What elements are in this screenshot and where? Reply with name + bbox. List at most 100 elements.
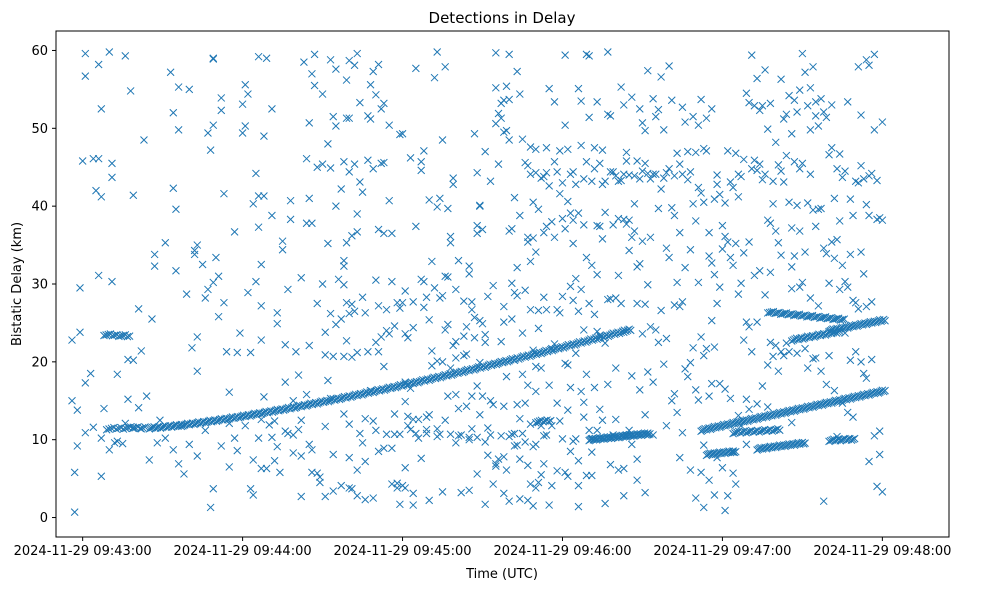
detection-point bbox=[244, 288, 252, 297]
detection-point bbox=[404, 412, 412, 421]
detection-point bbox=[126, 87, 135, 95]
detection-point bbox=[121, 52, 130, 60]
detection-point bbox=[374, 447, 383, 456]
detection-point bbox=[553, 399, 561, 407]
detection-point bbox=[308, 69, 316, 78]
detection-point bbox=[739, 155, 748, 164]
detection-point bbox=[246, 348, 255, 357]
detection-point bbox=[345, 420, 354, 428]
detection-point bbox=[742, 89, 751, 98]
detection-point bbox=[385, 196, 394, 205]
detection-point bbox=[241, 80, 250, 89]
detection-point bbox=[454, 404, 463, 413]
x-tick-label: 2024-11-29 09:47:00 bbox=[653, 544, 791, 559]
detection-point bbox=[782, 339, 791, 348]
detection-point bbox=[747, 347, 756, 356]
detection-point bbox=[401, 463, 410, 472]
detection-point bbox=[563, 406, 572, 414]
detection-point bbox=[201, 294, 210, 302]
detection-point bbox=[529, 346, 538, 355]
detection-point bbox=[385, 329, 394, 338]
detection-point bbox=[814, 205, 823, 214]
detection-point bbox=[822, 380, 831, 389]
detection-point bbox=[526, 257, 535, 266]
detection-point bbox=[262, 54, 271, 63]
detection-point bbox=[372, 276, 380, 284]
detection-point bbox=[76, 328, 84, 337]
detection-point bbox=[542, 168, 551, 177]
detection-point bbox=[422, 425, 431, 434]
detection-point bbox=[630, 227, 639, 235]
detection-point bbox=[761, 66, 769, 74]
detection-point bbox=[324, 376, 332, 385]
detection-point bbox=[340, 262, 348, 270]
detection-point bbox=[486, 431, 495, 439]
detection-point bbox=[270, 417, 279, 425]
detection-point bbox=[574, 502, 583, 511]
detection-point bbox=[825, 150, 833, 159]
detection-point bbox=[654, 338, 663, 347]
detection-point bbox=[462, 402, 471, 411]
detection-point bbox=[633, 299, 641, 308]
detection-point bbox=[462, 322, 471, 331]
detection-point bbox=[513, 441, 522, 449]
detection-point bbox=[102, 425, 111, 434]
detection-point bbox=[785, 347, 793, 356]
detection-point bbox=[582, 253, 591, 262]
detection-point bbox=[510, 193, 519, 202]
detection-point bbox=[787, 224, 796, 232]
detection-point bbox=[230, 227, 239, 236]
detection-point bbox=[438, 136, 447, 144]
detection-point bbox=[401, 329, 410, 338]
detection-point bbox=[705, 476, 713, 485]
detection-point bbox=[641, 488, 649, 497]
detection-point bbox=[774, 161, 783, 169]
detection-point bbox=[803, 101, 812, 110]
detection-point bbox=[555, 417, 564, 425]
detection-point bbox=[662, 334, 671, 343]
detection-point bbox=[809, 354, 817, 363]
detection-point bbox=[830, 194, 839, 203]
y-axis: 0 10 20 30 40 50 60 bbox=[31, 44, 56, 526]
detection-point bbox=[801, 344, 809, 353]
detection-point bbox=[73, 406, 82, 414]
detection-point bbox=[289, 449, 298, 457]
detection-point bbox=[76, 284, 84, 292]
detection-point bbox=[356, 429, 364, 438]
detection-point bbox=[361, 495, 370, 504]
detection-point bbox=[702, 114, 711, 123]
detection-point bbox=[561, 468, 569, 477]
detection-point bbox=[633, 476, 641, 485]
detection-point bbox=[801, 439, 809, 447]
detection-point bbox=[531, 362, 540, 371]
detection-point bbox=[859, 175, 868, 183]
detection-point bbox=[326, 164, 335, 172]
detection-point bbox=[545, 182, 554, 190]
detection-point bbox=[598, 234, 607, 243]
detection-point bbox=[670, 211, 679, 220]
y-tick-label: 30 bbox=[31, 278, 48, 293]
detection-point bbox=[670, 171, 679, 180]
detection-point bbox=[542, 305, 551, 314]
detection-point bbox=[481, 330, 490, 339]
detection-point bbox=[734, 290, 743, 298]
detection-point bbox=[590, 310, 599, 319]
detection-point bbox=[350, 61, 359, 70]
detection-point bbox=[156, 416, 164, 425]
detection-point bbox=[369, 164, 378, 173]
detection-point bbox=[262, 464, 271, 473]
detection-point bbox=[409, 298, 418, 306]
detection-point bbox=[745, 322, 753, 331]
detection-point bbox=[766, 338, 775, 347]
detection-point bbox=[257, 336, 266, 344]
detection-point bbox=[771, 138, 780, 147]
detection-point bbox=[507, 315, 516, 323]
detection-point bbox=[539, 431, 548, 440]
detection-point bbox=[646, 233, 655, 242]
detection-point bbox=[835, 217, 844, 225]
detection-point bbox=[467, 424, 476, 433]
detection-point bbox=[550, 233, 559, 242]
detection-point bbox=[542, 431, 551, 439]
detection-point bbox=[619, 101, 628, 109]
detection-point bbox=[635, 104, 644, 113]
